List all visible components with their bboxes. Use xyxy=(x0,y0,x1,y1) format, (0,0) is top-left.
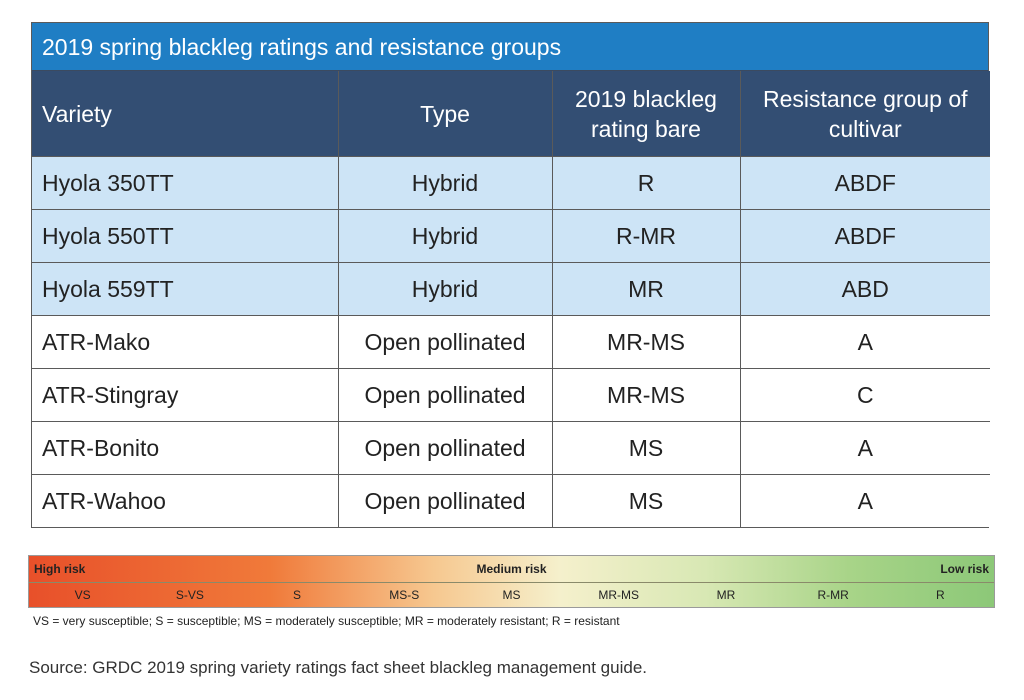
abbreviation-legend: VS = very susceptible; S = susceptible; … xyxy=(33,614,620,628)
header-type: Type xyxy=(338,71,553,157)
cell-group: A xyxy=(740,474,990,527)
cell-group: ABD xyxy=(740,262,990,316)
table-row: ATR-Wahoo Open pollinated MS A xyxy=(32,474,990,527)
table-row: ATR-Bonito Open pollinated MS A xyxy=(32,421,990,475)
header-row: Variety Type 2019 blackleg rating bare R… xyxy=(32,71,990,157)
cell-rating: R-MR xyxy=(552,209,741,263)
table-row: Hyola 350TT Hybrid R ABDF xyxy=(32,156,990,210)
cell-group: A xyxy=(740,315,990,369)
risk-scale-ratings: VS S-VS S MS-S MS MR-MS MR R-MR R xyxy=(29,583,994,608)
cell-rating: MR-MS xyxy=(552,315,741,369)
cell-type: Hybrid xyxy=(338,209,553,263)
cell-type: Open pollinated xyxy=(338,368,553,422)
table-row: Hyola 559TT Hybrid MR ABD xyxy=(32,262,990,316)
header-rating: 2019 blackleg rating bare xyxy=(552,71,741,157)
table-row: Hyola 550TT Hybrid R-MR ABDF xyxy=(32,209,990,263)
cell-variety: ATR-Mako xyxy=(32,315,339,369)
source-note: Source: GRDC 2019 spring variety ratings… xyxy=(29,658,647,677)
cell-variety: Hyola 559TT xyxy=(32,262,339,316)
scale-rating: VS xyxy=(74,588,91,602)
scale-rating: R xyxy=(936,588,945,602)
cell-type: Open pollinated xyxy=(338,315,553,369)
cell-group: C xyxy=(740,368,990,422)
cell-type: Hybrid xyxy=(338,156,553,210)
cell-variety: ATR-Wahoo xyxy=(32,474,339,527)
cell-rating: R xyxy=(552,156,741,210)
cell-type: Hybrid xyxy=(338,262,553,316)
table-title: 2019 spring blackleg ratings and resista… xyxy=(32,23,988,71)
low-risk-label: Low risk xyxy=(940,562,989,576)
scale-rating: MR xyxy=(716,588,736,602)
cell-rating: MR xyxy=(552,262,741,316)
table-row: ATR-Stingray Open pollinated MR-MS C xyxy=(32,368,990,422)
cell-type: Open pollinated xyxy=(338,474,553,527)
header-resistance-group: Resistance group of cultivar xyxy=(740,71,990,157)
cell-rating: MS xyxy=(552,474,741,527)
cell-group: ABDF xyxy=(740,156,990,210)
scale-rating: MS xyxy=(502,588,521,602)
high-risk-label: High risk xyxy=(34,562,86,576)
cell-group: ABDF xyxy=(740,209,990,263)
header-variety: Variety xyxy=(32,71,339,157)
cell-rating: MR-MS xyxy=(552,368,741,422)
risk-scale-header: Medium risk High risk Low risk xyxy=(29,556,994,583)
table-row: ATR-Mako Open pollinated MR-MS A xyxy=(32,315,990,369)
cell-rating: MS xyxy=(552,421,741,475)
scale-rating: S-VS xyxy=(175,588,204,602)
cell-type: Open pollinated xyxy=(338,421,553,475)
ratings-grid: Variety Type 2019 blackleg rating bare R… xyxy=(32,71,990,527)
cell-variety: Hyola 550TT xyxy=(32,209,339,263)
scale-rating: R-MR xyxy=(817,588,849,602)
cell-variety: ATR-Bonito xyxy=(32,421,339,475)
risk-scale: Medium risk High risk Low risk VS S-VS S… xyxy=(28,555,995,608)
scale-rating: S xyxy=(293,588,302,602)
cell-group: A xyxy=(740,421,990,475)
scale-rating: MS-S xyxy=(389,588,420,602)
ratings-table: 2019 spring blackleg ratings and resista… xyxy=(31,22,990,528)
cell-variety: ATR-Stingray xyxy=(32,368,339,422)
cell-variety: Hyola 350TT xyxy=(32,156,339,210)
scale-rating: MR-MS xyxy=(598,588,640,602)
medium-risk-label: Medium risk xyxy=(476,562,547,576)
